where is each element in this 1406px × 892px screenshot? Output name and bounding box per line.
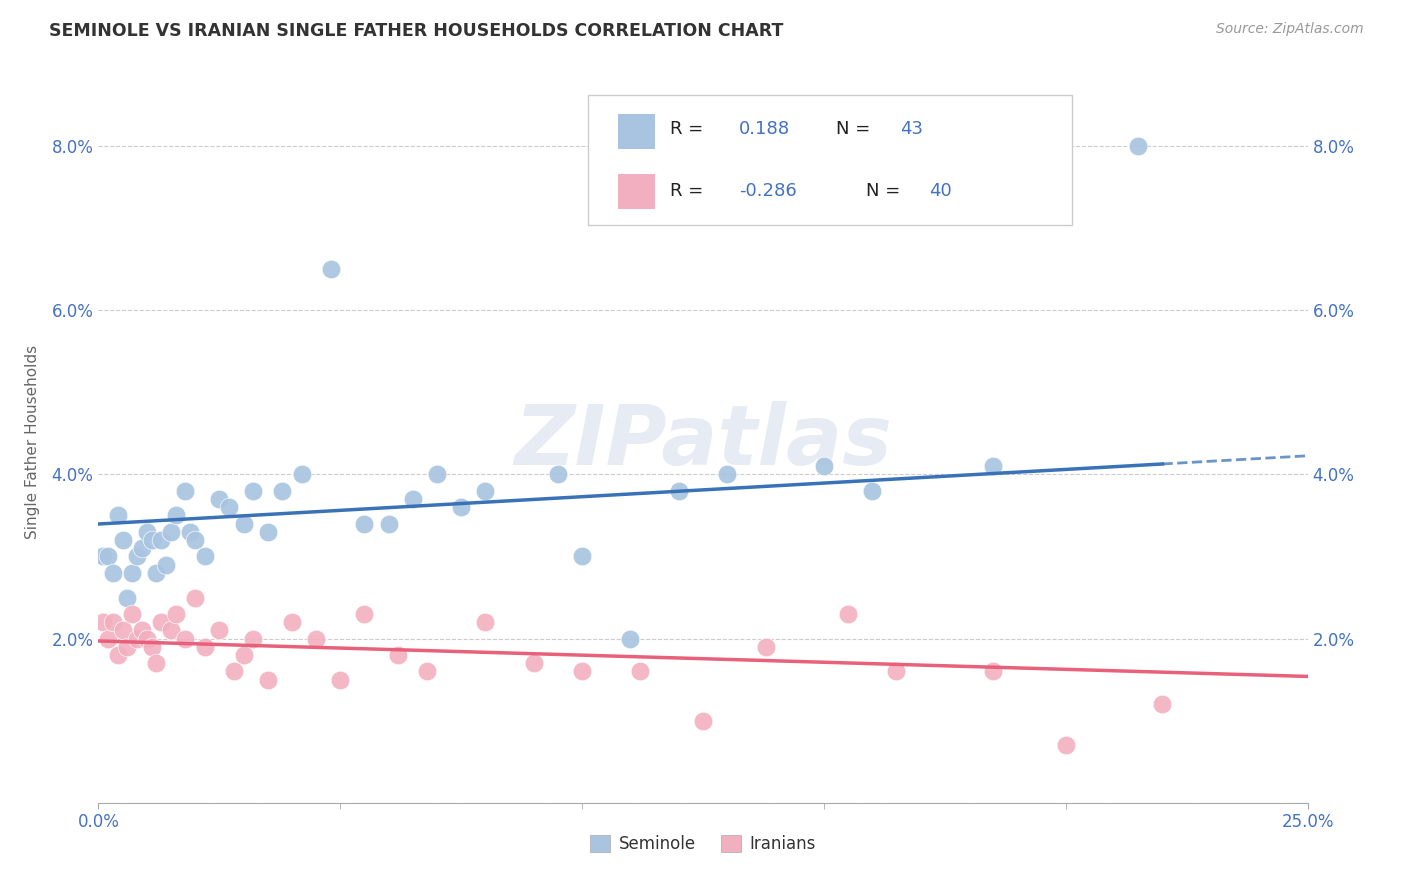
Point bbox=[141, 640, 163, 654]
Point bbox=[127, 549, 149, 564]
Text: 40: 40 bbox=[929, 182, 952, 200]
FancyBboxPatch shape bbox=[619, 174, 655, 209]
Point bbox=[174, 632, 197, 646]
Point bbox=[692, 714, 714, 728]
Point bbox=[91, 549, 114, 564]
Point bbox=[101, 566, 124, 580]
Point bbox=[155, 558, 177, 572]
Point bbox=[145, 657, 167, 671]
Point bbox=[111, 624, 134, 638]
Text: N =: N = bbox=[837, 120, 876, 138]
Point bbox=[981, 459, 1004, 474]
Point bbox=[547, 467, 569, 482]
Text: 0.188: 0.188 bbox=[740, 120, 790, 138]
Point bbox=[256, 524, 278, 539]
Point bbox=[97, 549, 120, 564]
Point bbox=[117, 591, 139, 605]
Point bbox=[121, 607, 143, 621]
Point bbox=[218, 500, 240, 515]
Point bbox=[668, 483, 690, 498]
Point bbox=[329, 673, 352, 687]
Point bbox=[194, 549, 217, 564]
Point bbox=[319, 262, 342, 277]
Point bbox=[242, 632, 264, 646]
Point bbox=[387, 648, 409, 662]
Point bbox=[474, 615, 496, 630]
Text: R =: R = bbox=[671, 120, 710, 138]
Point bbox=[150, 533, 173, 547]
Point bbox=[184, 533, 207, 547]
Point bbox=[194, 640, 217, 654]
Point bbox=[271, 483, 294, 498]
Point bbox=[160, 624, 183, 638]
Text: SEMINOLE VS IRANIAN SINGLE FATHER HOUSEHOLDS CORRELATION CHART: SEMINOLE VS IRANIAN SINGLE FATHER HOUSEH… bbox=[49, 22, 783, 40]
Point bbox=[426, 467, 449, 482]
Point bbox=[208, 491, 231, 506]
Point bbox=[305, 632, 328, 646]
Point bbox=[135, 632, 157, 646]
Point bbox=[242, 483, 264, 498]
Point bbox=[107, 648, 129, 662]
Point bbox=[256, 673, 278, 687]
Point bbox=[353, 516, 375, 531]
Point bbox=[91, 615, 114, 630]
Point bbox=[107, 508, 129, 523]
Point bbox=[353, 607, 375, 621]
Point bbox=[160, 524, 183, 539]
FancyBboxPatch shape bbox=[588, 95, 1071, 225]
Y-axis label: Single Father Households: Single Father Households bbox=[25, 344, 41, 539]
Point bbox=[837, 607, 859, 621]
Point bbox=[450, 500, 472, 515]
Point bbox=[813, 459, 835, 474]
Point bbox=[121, 566, 143, 580]
Point bbox=[141, 533, 163, 547]
Point bbox=[571, 665, 593, 679]
Text: N =: N = bbox=[866, 182, 907, 200]
Text: -0.286: -0.286 bbox=[740, 182, 797, 200]
Point bbox=[232, 516, 254, 531]
Point bbox=[619, 632, 641, 646]
Point bbox=[97, 632, 120, 646]
Point bbox=[886, 665, 908, 679]
Point bbox=[117, 640, 139, 654]
Point bbox=[131, 541, 153, 556]
Text: Source: ZipAtlas.com: Source: ZipAtlas.com bbox=[1216, 22, 1364, 37]
Point bbox=[174, 483, 197, 498]
Point bbox=[1152, 698, 1174, 712]
Text: 43: 43 bbox=[900, 120, 924, 138]
Point bbox=[145, 566, 167, 580]
Text: ZIPatlas: ZIPatlas bbox=[515, 401, 891, 482]
Point bbox=[127, 632, 149, 646]
Point bbox=[523, 657, 546, 671]
Point bbox=[111, 533, 134, 547]
Point bbox=[184, 591, 207, 605]
Point bbox=[150, 615, 173, 630]
Point bbox=[208, 624, 231, 638]
Point bbox=[1054, 739, 1077, 753]
Point bbox=[755, 640, 778, 654]
Point bbox=[981, 665, 1004, 679]
FancyBboxPatch shape bbox=[619, 114, 655, 149]
Point bbox=[165, 607, 187, 621]
Point bbox=[377, 516, 399, 531]
Point bbox=[716, 467, 738, 482]
Point bbox=[860, 483, 883, 498]
Point bbox=[165, 508, 187, 523]
Point bbox=[628, 665, 651, 679]
Point bbox=[402, 491, 425, 506]
Point bbox=[281, 615, 304, 630]
Point bbox=[416, 665, 439, 679]
Point bbox=[179, 524, 201, 539]
Point bbox=[571, 549, 593, 564]
Point bbox=[1128, 139, 1150, 153]
Point bbox=[135, 524, 157, 539]
Point bbox=[290, 467, 312, 482]
Point bbox=[232, 648, 254, 662]
Legend: Seminole, Iranians: Seminole, Iranians bbox=[583, 828, 823, 860]
Point bbox=[222, 665, 245, 679]
Point bbox=[131, 624, 153, 638]
Point bbox=[101, 615, 124, 630]
Point bbox=[474, 483, 496, 498]
Text: R =: R = bbox=[671, 182, 710, 200]
